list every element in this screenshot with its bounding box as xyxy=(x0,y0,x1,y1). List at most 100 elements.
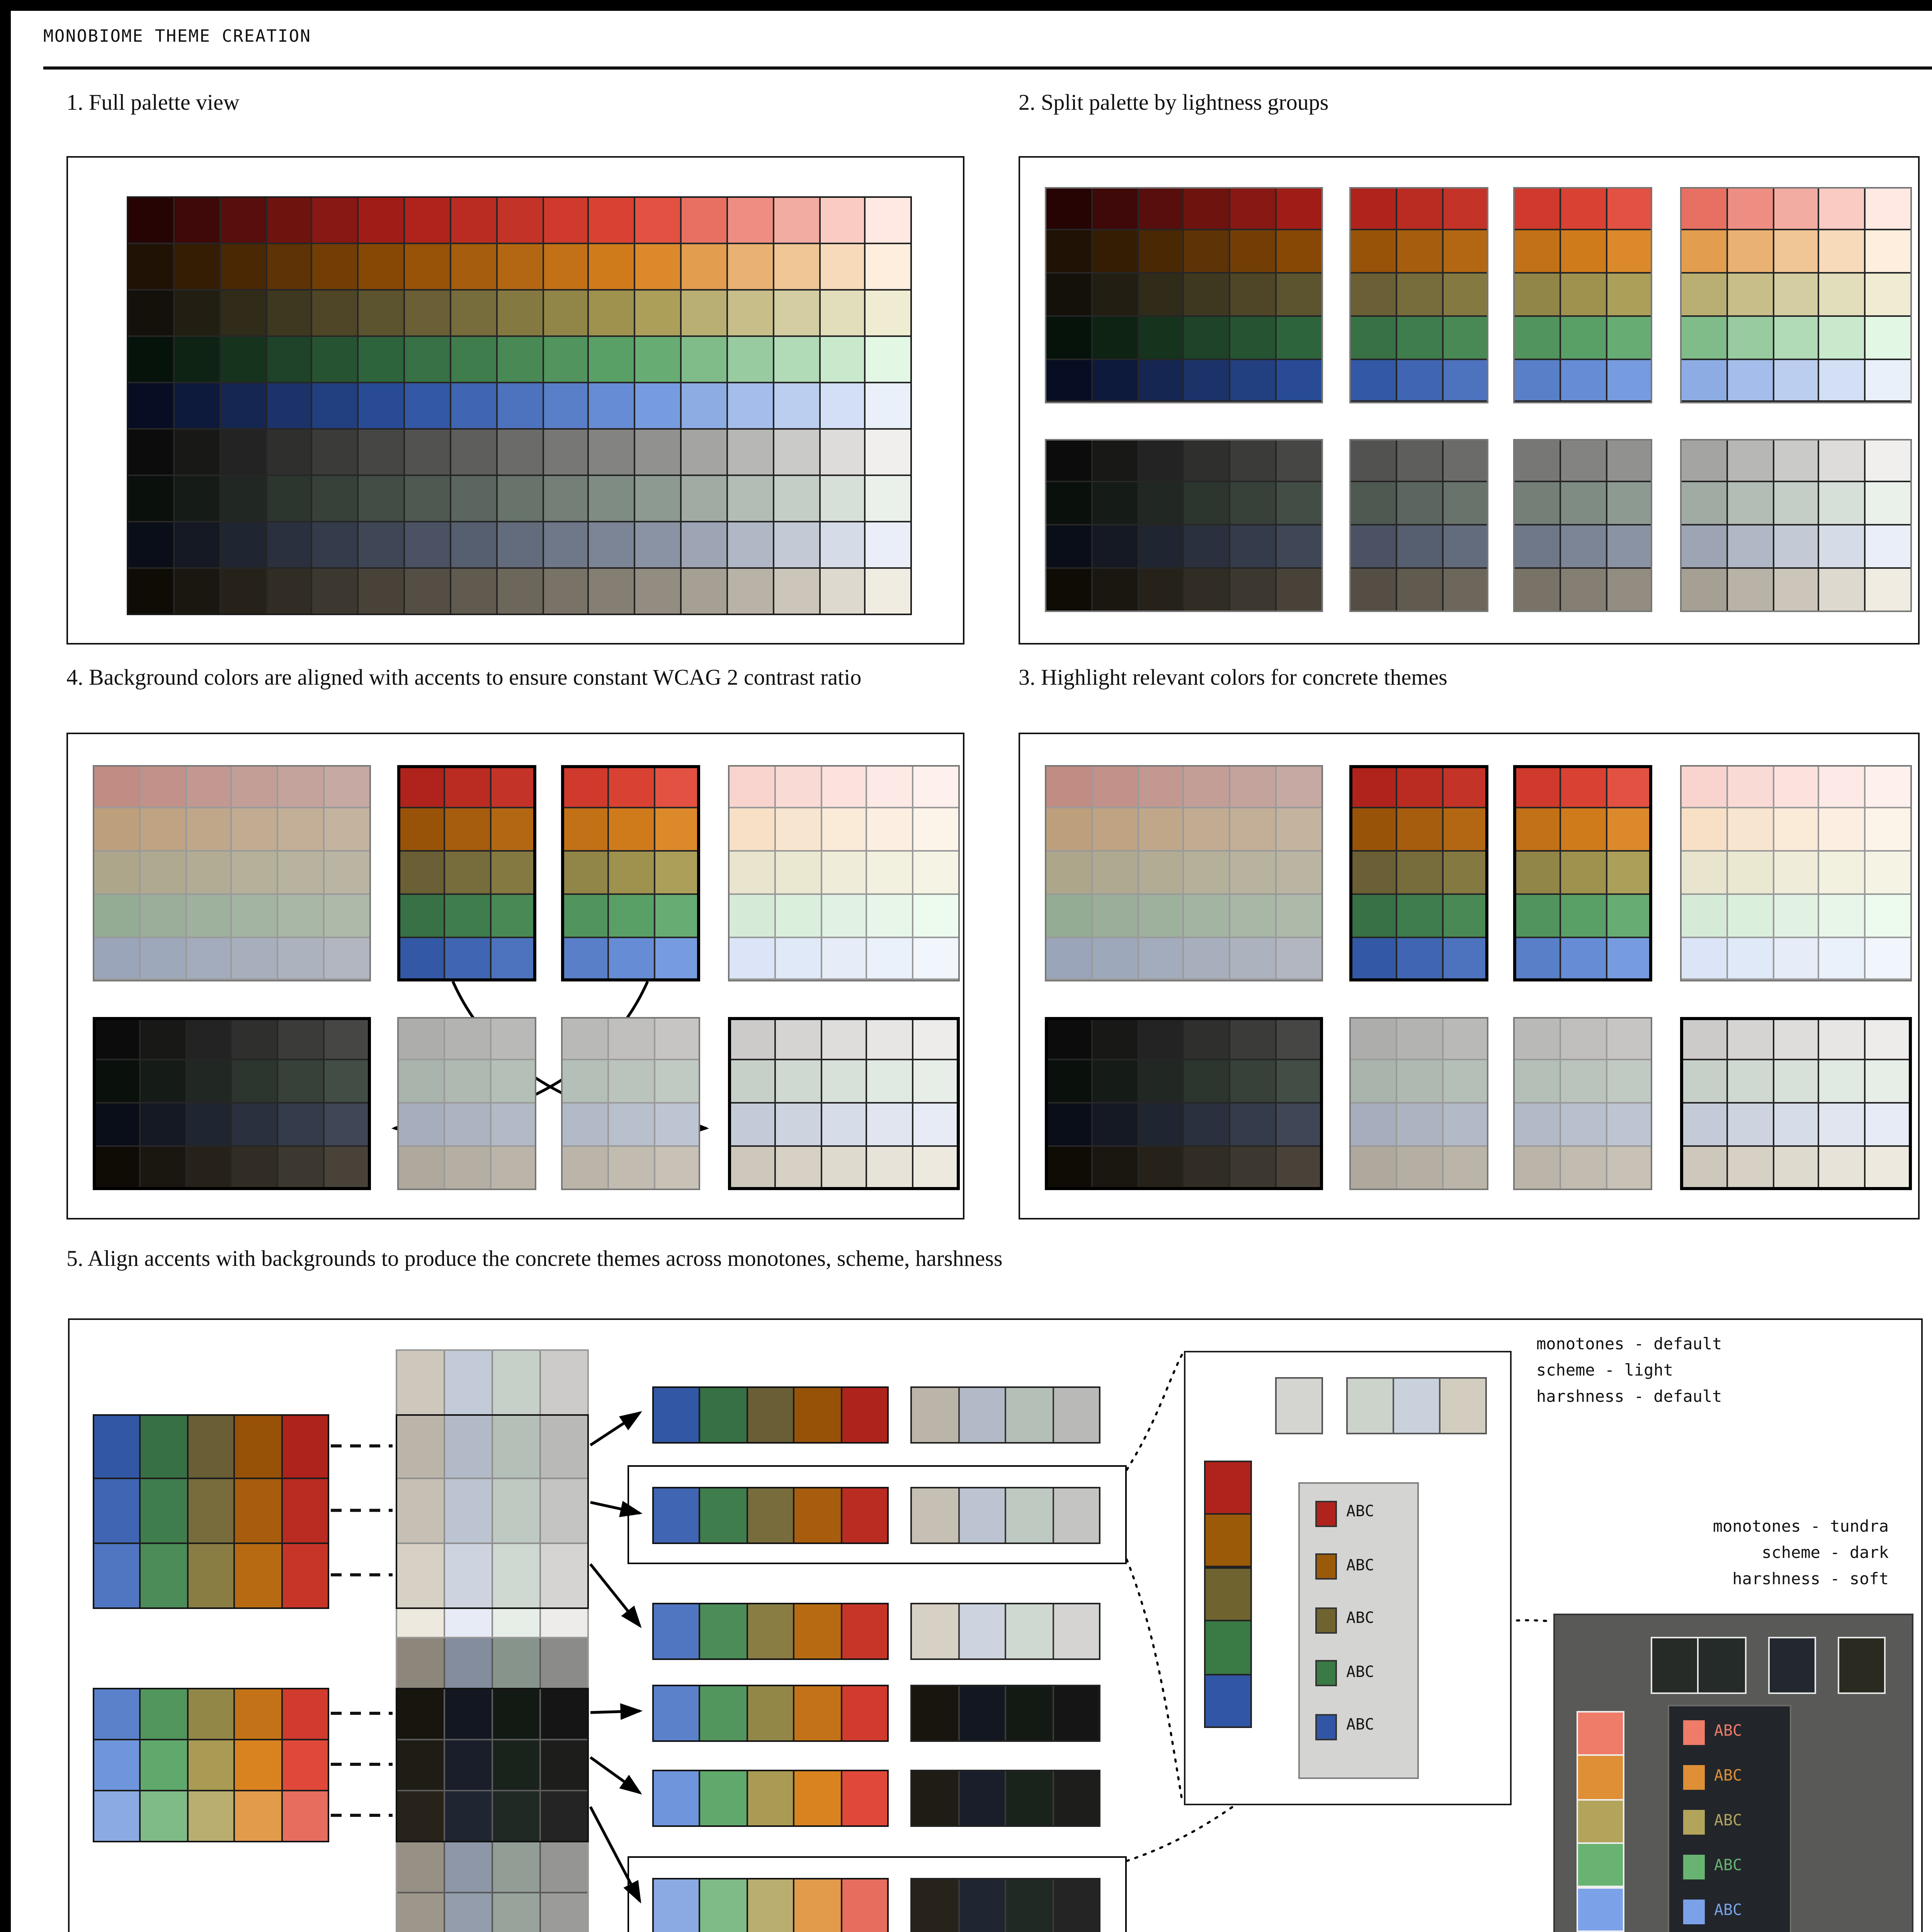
full-palette-cell xyxy=(542,521,590,569)
monotone-group-cell xyxy=(1726,1016,1774,1061)
accent-group-cell xyxy=(1275,358,1323,403)
monotone-group-cell xyxy=(1772,524,1820,569)
accent-group-cell xyxy=(1559,764,1607,809)
monotone-group-cell xyxy=(728,1102,776,1147)
s5-strip-bg-cell xyxy=(910,1685,959,1742)
accent-group-cell xyxy=(1349,936,1397,981)
accent-group-cell xyxy=(139,893,187,938)
s5-mono-grid-cell xyxy=(492,1739,541,1791)
s5-strip-bg-cell xyxy=(1005,1603,1053,1660)
full-palette-cell xyxy=(357,243,405,291)
s5-strip-accent-cell xyxy=(793,1878,842,1932)
accent-group-cell xyxy=(1726,229,1774,274)
full-palette-cell xyxy=(403,289,451,337)
full-palette-cell xyxy=(680,335,728,383)
s5-accent-grid-cell xyxy=(233,1413,282,1480)
full-palette-cell xyxy=(403,243,451,291)
full-palette-cell xyxy=(403,382,451,430)
s5-accent-grid-cell xyxy=(281,1688,329,1740)
s5-mono-grid-cell xyxy=(444,1688,493,1740)
accent-group-cell xyxy=(323,764,371,809)
accent-group-cell xyxy=(1772,315,1820,360)
full-palette-cell xyxy=(542,382,590,430)
monotone-group-cell xyxy=(1229,1016,1277,1061)
monotone-group-cell xyxy=(1349,1016,1397,1061)
s5-strip-accent-cell xyxy=(746,1603,795,1660)
monotone-group-cell xyxy=(1559,481,1607,526)
monotone-group-cell xyxy=(1183,438,1231,483)
accent-group-cell xyxy=(1605,936,1653,981)
full-palette-cell xyxy=(449,289,497,337)
s5-mono-grid-cell xyxy=(444,1637,493,1689)
accent-group-cell xyxy=(1772,850,1820,895)
monotone-group-cell xyxy=(277,1102,325,1147)
full-palette-cell xyxy=(864,428,913,476)
s5-mono-grid-cell xyxy=(539,1688,589,1740)
monotone-group-cell xyxy=(561,1102,609,1147)
accent-group-cell xyxy=(443,764,491,809)
full-palette-cell xyxy=(634,428,682,476)
accent-group-cell xyxy=(1441,893,1489,938)
accent-group-cell xyxy=(1395,807,1443,852)
accent-group-cell xyxy=(1395,229,1443,274)
accent-group-cell xyxy=(1275,229,1323,274)
accent-group-cell xyxy=(607,807,655,852)
s5-strip-accent-cell xyxy=(793,1487,842,1544)
accent-group-cell xyxy=(1091,893,1139,938)
full-palette-cell xyxy=(772,428,820,476)
theme-light-label: monotones - default xyxy=(1536,1335,1722,1354)
full-palette-cell xyxy=(311,567,359,615)
accent-group-cell xyxy=(1183,229,1231,274)
theme-dark-abc-text: ABC xyxy=(1714,1723,1742,1740)
accent-group-cell xyxy=(1045,764,1093,809)
s5-strip-accent-cell xyxy=(652,1878,701,1932)
full-palette-cell xyxy=(818,521,866,569)
monotone-group-cell xyxy=(1772,567,1820,612)
full-palette-cell xyxy=(357,289,405,337)
accent-group-cell xyxy=(1091,229,1139,274)
full-palette-cell xyxy=(219,474,267,522)
monotone-group-cell xyxy=(489,1059,537,1104)
s5-mono-grid-cell xyxy=(539,1349,589,1415)
s5-strip-bg-cell xyxy=(1052,1685,1100,1742)
s5-mono-grid-cell xyxy=(396,1413,445,1480)
monotone-group-cell xyxy=(1229,438,1277,483)
s5-strip-bg-cell xyxy=(957,1603,1006,1660)
full-palette-cell xyxy=(495,243,544,291)
full-palette-cell xyxy=(495,521,544,569)
s5-strip-accent-cell xyxy=(746,1487,795,1544)
accent-group-cell xyxy=(1680,893,1728,938)
accent-group-cell xyxy=(728,807,776,852)
theme-dark-label: harshness - soft xyxy=(1732,1570,1889,1589)
full-palette-cell xyxy=(449,196,497,244)
s5-accent-grid-cell xyxy=(187,1688,235,1740)
s5-accent-grid-cell xyxy=(187,1543,235,1609)
theme-light-accent-swatch xyxy=(1204,1673,1252,1729)
full-palette-cell xyxy=(127,567,175,615)
page: MONOBIOME THEME CREATION 1. Full palette… xyxy=(11,11,1932,1932)
theme-dark-accent-swatch xyxy=(1576,1711,1624,1756)
s5-accent-grid-cell xyxy=(187,1478,235,1544)
full-palette-cell xyxy=(357,196,405,244)
monotone-group-cell xyxy=(1395,524,1443,569)
monotone-group-cell xyxy=(323,1145,371,1190)
monotone-group-cell xyxy=(1183,1102,1231,1147)
monotone-group-cell xyxy=(561,1059,609,1104)
monotone-group-cell xyxy=(231,1145,279,1190)
theme-dark-accent-swatch xyxy=(1576,1886,1624,1932)
heading-full-palette: 1. Full palette view xyxy=(66,91,240,116)
theme-dark-abc-text: ABC xyxy=(1714,1903,1742,1920)
accent-group-cell xyxy=(1091,315,1139,360)
s5-strip-bg-cell xyxy=(1052,1386,1100,1444)
full-palette-cell xyxy=(173,243,221,291)
s5-strip-bg-cell xyxy=(910,1770,959,1827)
full-palette-cell xyxy=(680,289,728,337)
theme-light-label: scheme - light xyxy=(1536,1362,1673,1380)
monotone-group-cell xyxy=(774,1016,822,1061)
accent-group-cell xyxy=(1137,807,1185,852)
accent-group-cell xyxy=(1441,850,1489,895)
monotone-group-cell xyxy=(323,1059,371,1104)
accent-group-cell xyxy=(231,807,279,852)
monotone-group-cell xyxy=(1395,481,1443,526)
